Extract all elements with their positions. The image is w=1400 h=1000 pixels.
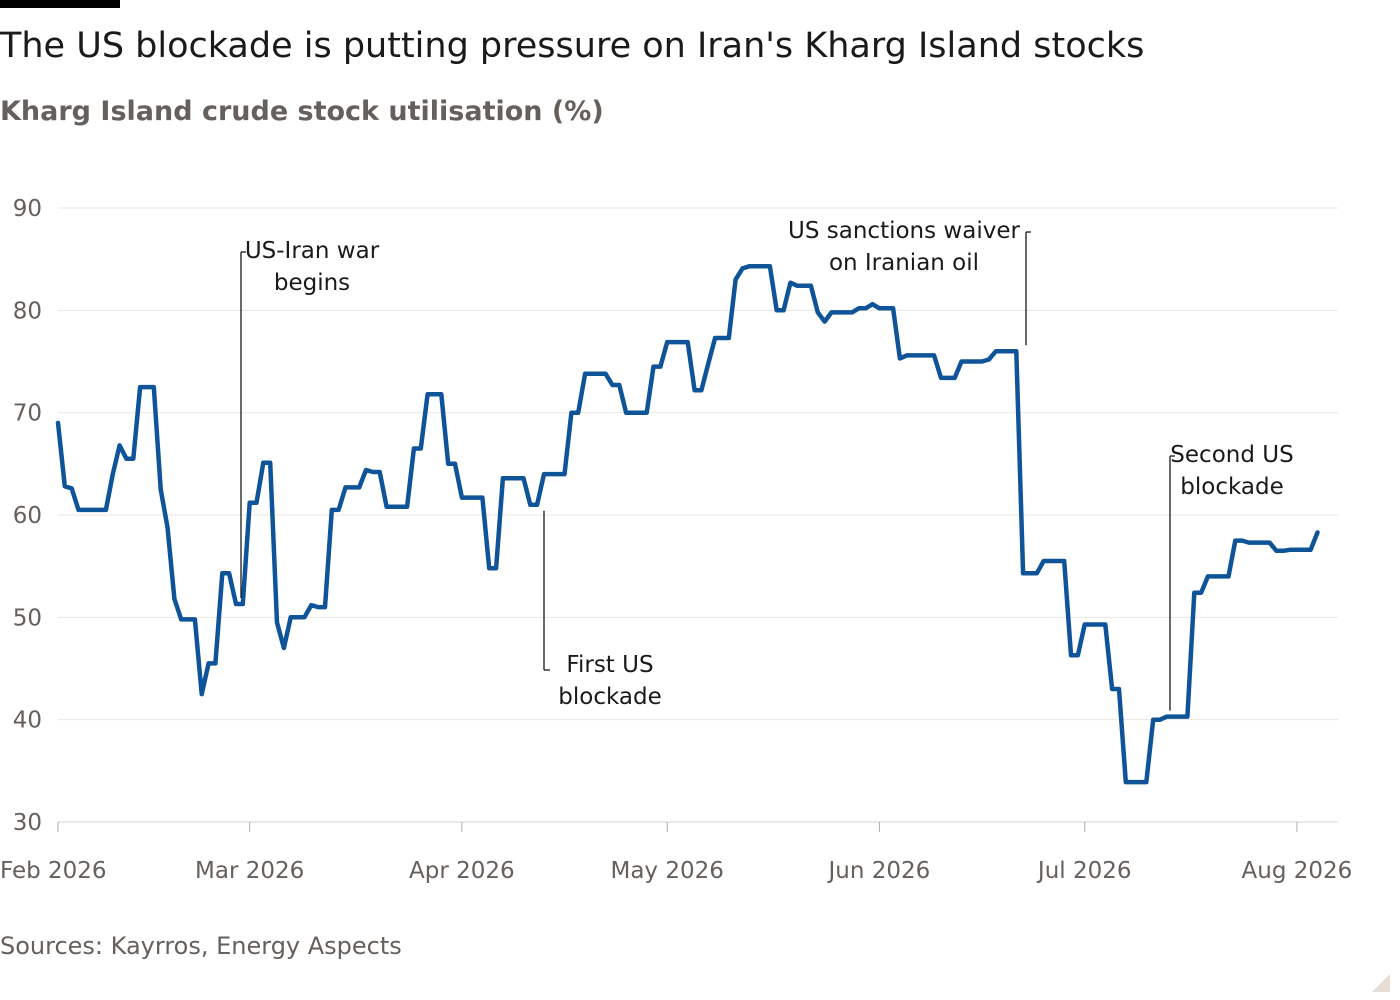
y-tick-label-90: 90 — [13, 196, 42, 222]
annotation-text-second-blockade-0: Second US — [1170, 442, 1293, 468]
x-tick-label-1: Mar 2026 — [195, 858, 304, 884]
x-tick-label-0: Feb 2026 — [0, 858, 107, 884]
y-tick-label-60: 60 — [13, 503, 42, 529]
annotation-text-war-begins-1: begins — [274, 270, 350, 296]
y-tick-label-50: 50 — [13, 605, 42, 631]
chart-subtitle: Kharg Island crude stock utilisation (%) — [0, 96, 604, 127]
y-tick-label-40: 40 — [13, 708, 42, 734]
y-tick-label-30: 30 — [13, 810, 42, 836]
x-tick-label-6: Aug 2026 — [1242, 858, 1353, 884]
y-tick-label-70: 70 — [13, 401, 42, 427]
series-layer — [55, 264, 1320, 785]
corner-logo-mark — [1372, 974, 1390, 992]
line-chart: 30 40 50 60 70 80 90 Feb 2026 Mar 2026 Apr 2026 M… — [0, 196, 1353, 884]
x-tick-label-5: Jul 2026 — [1036, 858, 1132, 884]
annotations: US-Iran war begins First US blockade US sanc… — [240, 218, 1294, 711]
y-axis: 30 40 50 60 70 80 90 — [13, 196, 42, 836]
series-line-0 — [55, 264, 1320, 785]
annotation-text-second-blockade-1: blockade — [1180, 474, 1283, 500]
annotation-text-war-begins-0: US-Iran war — [245, 238, 380, 264]
annotation-text-sanctions-waiver-0: US sanctions waiver — [788, 218, 1020, 244]
x-axis: Feb 2026 Mar 2026 Apr 2026 May 2026 Jun 2026… — [0, 821, 1353, 884]
annotation-text-first-blockade-0: First US — [566, 652, 653, 678]
brand-bar — [0, 0, 120, 8]
annotation-text-sanctions-waiver-1: on Iranian oil — [829, 250, 979, 276]
y-tick-label-80: 80 — [13, 298, 42, 324]
x-tick-label-4: Jun 2026 — [826, 858, 930, 884]
x-tick-label-2: Apr 2026 — [409, 858, 515, 884]
gridlines — [58, 207, 1338, 721]
annotation-text-first-blockade-1: blockade — [558, 684, 661, 710]
chart-title: The US blockade is putting pressure on I… — [0, 26, 1145, 66]
x-tick-label-3: May 2026 — [610, 858, 723, 884]
source-note: Sources: Kayrros, Energy Aspects — [0, 932, 402, 960]
